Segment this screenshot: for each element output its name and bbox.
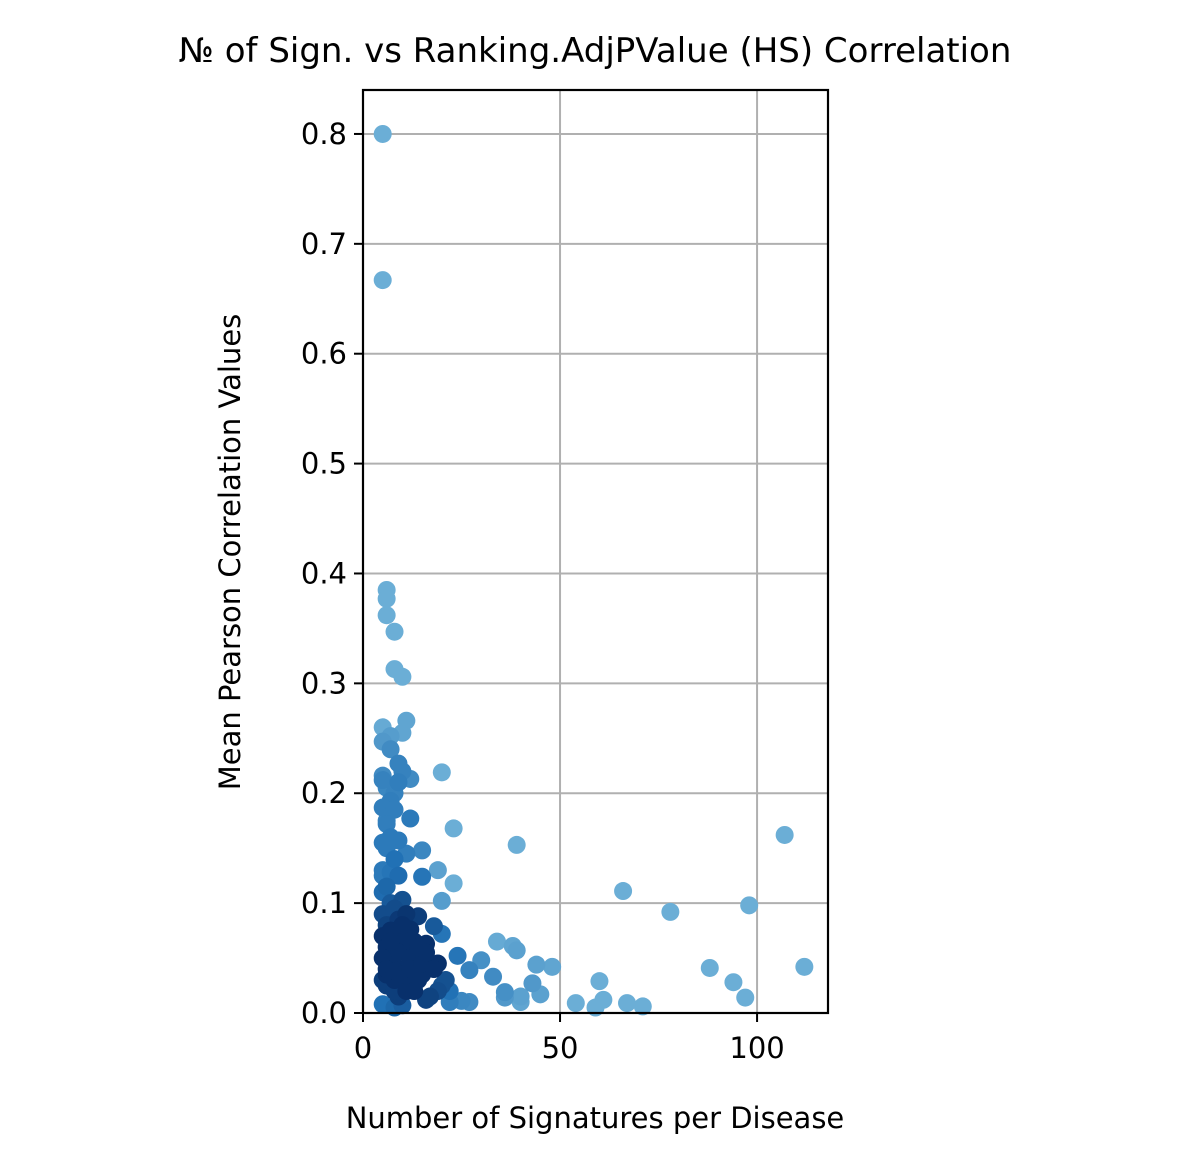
scatter-point [507,835,526,854]
scatter-point [385,622,404,641]
scatter-point [424,960,443,979]
scatter-point [543,957,562,976]
x-tick-label: 100 [729,1031,784,1065]
scatter-point [373,124,392,143]
scatter-point [377,589,396,608]
scatter-point [740,896,759,915]
scatter-point [385,850,404,869]
chart-title: № of Sign. vs Ranking.AdjPValue (HS) Cor… [179,31,1012,71]
scatter-point [377,877,396,896]
scatter-point [527,955,546,974]
scatter-point [381,740,400,759]
scatter-point [401,809,420,828]
scatter-point [432,891,451,910]
scatter-point [484,967,503,986]
scatter-point [495,983,514,1002]
scatter-point [444,819,463,838]
x-tick-label: 0 [354,1031,372,1065]
scatter-point [385,800,404,819]
plot-frame [361,88,830,1015]
scatter-point [424,917,443,936]
scatter-point [428,861,447,880]
y-tick-label: 0.0 [301,996,347,1030]
y-tick-label: 0.5 [301,447,347,481]
y-tick-label: 0.2 [301,776,347,810]
scatter-point [523,974,542,993]
y-tick-label: 0.1 [301,886,347,920]
scatter-point [590,972,609,991]
scatter-point [511,987,530,1006]
y-tick-label: 0.6 [301,337,347,371]
scatter-point [405,982,424,1001]
scatter-point [507,941,526,960]
scatter-point [373,771,392,790]
scatter-point [795,957,814,976]
scatter-point [381,828,400,847]
x-tick-label: 50 [542,1031,579,1065]
scatter-point [409,938,428,957]
scatter-point [448,946,467,965]
scatter-point [618,994,637,1013]
scatter-point [413,867,432,886]
scatter-point [381,932,400,951]
scatter-point [420,987,439,1006]
scatter-point [775,825,794,844]
scatter-point [700,958,719,977]
scatter-point [389,773,408,792]
scatter-point [566,994,585,1013]
scatter-point [444,874,463,893]
scatter-point [373,271,392,290]
data-points [373,124,814,1017]
y-tick-label: 0.4 [301,556,347,590]
scatter-point [393,916,412,935]
scatter-point [389,866,408,885]
y-axis-label: Mean Pearson Correlation Values [213,314,247,791]
scatter-point [472,951,491,970]
scatter-point [661,902,680,921]
scatter-point [393,667,412,686]
scatter-point [377,606,396,625]
y-tick-label: 0.7 [301,227,347,261]
x-axis-label: Number of Signatures per Disease [346,1101,845,1135]
y-tick-label: 0.8 [301,117,347,151]
y-axis-ticks: 0.0 0.1 0.2 0.3 0.4 0.5 0.6 0.7 0.8 [301,117,363,1030]
x-axis-ticks: 0 50 100 [354,1013,785,1065]
scatter-point [633,997,652,1016]
scatter-point [487,932,506,951]
scatter-point [413,841,432,860]
scatter-point [614,882,633,901]
scatter-point [736,988,755,1007]
y-tick-label: 0.3 [301,666,347,700]
scatter-point [724,973,743,992]
scatter-point [432,763,451,782]
scatter-point [460,961,479,980]
